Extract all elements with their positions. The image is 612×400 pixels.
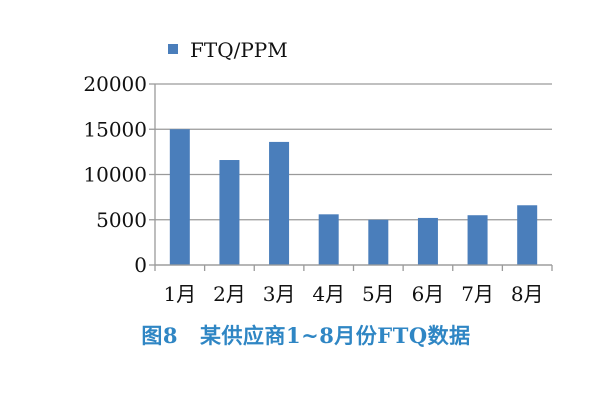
- legend-label: FTQ/PPM: [190, 38, 288, 62]
- y-tick-label: 15000: [83, 117, 147, 141]
- y-tick-label: 10000: [83, 163, 147, 187]
- bar-7月: [467, 215, 488, 265]
- bar-4月: [318, 214, 339, 265]
- figure-label: 图8: [141, 323, 178, 348]
- x-tick-label: 2月: [213, 282, 246, 306]
- figure-title: 某供应商1~8月份FTQ数据: [199, 323, 471, 348]
- figure-caption: 图8 某供应商1~8月份FTQ数据: [0, 320, 612, 350]
- bar-5月: [368, 219, 389, 265]
- x-tick-label: 4月: [312, 282, 345, 306]
- bar-6月: [417, 217, 438, 265]
- bar-1月: [169, 129, 190, 265]
- bar-2月: [219, 160, 240, 265]
- y-tick-label: 20000: [83, 72, 147, 96]
- y-tick-label: 5000: [96, 208, 147, 232]
- x-tick-label: 7月: [461, 282, 494, 306]
- x-tick-label: 3月: [263, 282, 296, 306]
- x-tick-label: 5月: [362, 282, 395, 306]
- legend-swatch: [168, 44, 178, 54]
- x-tick-label: 1月: [163, 282, 196, 306]
- x-tick-label: 6月: [412, 282, 445, 306]
- x-tick-label: 8月: [511, 282, 544, 306]
- bar-3月: [269, 141, 290, 265]
- y-tick-label: 0: [134, 253, 147, 277]
- bar-8月: [517, 205, 538, 265]
- bar-chart: 0 5000 10000 15000 20000 1月 2月 3月 4月 5月 6月 7月 8月 FTQ/…: [83, 38, 553, 306]
